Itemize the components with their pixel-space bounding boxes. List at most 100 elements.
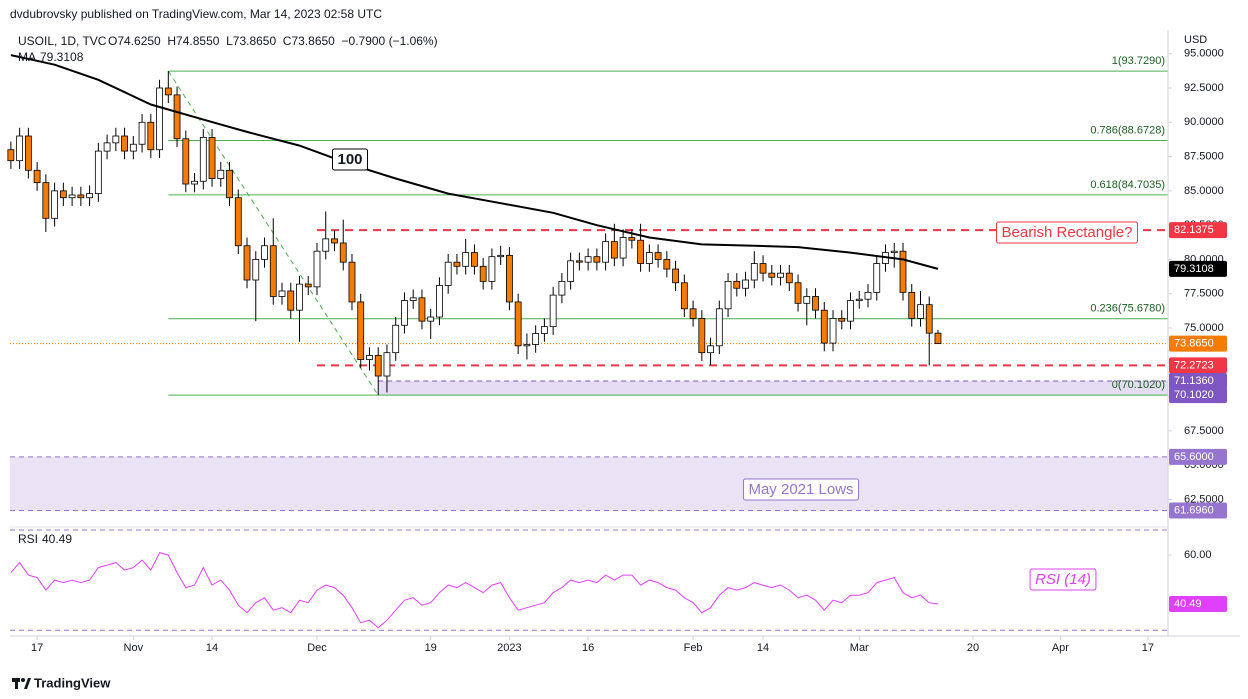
candle-body: [899, 250, 907, 293]
candle-body: [374, 355, 382, 377]
candle-body: [121, 135, 128, 152]
footer: TradingView: [34, 675, 111, 690]
zone-top-price-box: [1169, 372, 1227, 389]
rsi-price: 40.49: [1174, 598, 1202, 610]
fib-label: 0.618(84.7035): [1090, 179, 1165, 191]
candle-body: [803, 296, 811, 304]
candle-body: [890, 250, 898, 253]
candle-body: [628, 237, 636, 241]
candle-body: [558, 280, 566, 296]
candle-body: [829, 318, 837, 344]
candle-body: [488, 256, 496, 282]
candle-body: [129, 143, 137, 152]
candle-body: [497, 254, 505, 258]
candle-body: [51, 190, 59, 219]
candle-body: [654, 252, 662, 260]
fib-label: 1(93.7290): [1112, 55, 1165, 67]
rsi-legend-value: 40.49: [42, 532, 72, 546]
candle-body: [86, 193, 93, 199]
candle-body: [182, 138, 190, 185]
candle-body: [287, 290, 295, 311]
candle-body: [698, 318, 706, 354]
fib-label: 0.236(75.6780): [1090, 303, 1165, 315]
candle-body: [436, 285, 443, 318]
candle-body: [392, 324, 400, 354]
rectangle-price-box: [1169, 222, 1227, 239]
candle-body: [357, 301, 365, 360]
rectangle-price: 72.2723: [1174, 359, 1214, 371]
candle-body: [812, 296, 819, 311]
candle-body: [112, 135, 120, 144]
candle-body: [873, 263, 881, 293]
candle-body: [820, 309, 828, 344]
candle-body: [339, 242, 347, 263]
last-price: 73.8650: [1174, 337, 1214, 349]
candle-body: [252, 259, 260, 281]
candle-body: [759, 263, 767, 274]
candle-body: [42, 182, 50, 219]
y-tick-label: 75.0000: [1184, 322, 1224, 334]
y-tick-label: 95.0000: [1184, 48, 1224, 60]
symbol: USOIL, 1D, TVC: [18, 34, 107, 48]
candle-body: [234, 197, 242, 247]
candle-body: [164, 87, 172, 96]
x-tick-label: 16: [582, 642, 594, 654]
candle-body: [663, 259, 671, 270]
candle-body: [864, 291, 872, 300]
x-tick-label: 14: [206, 642, 218, 654]
candle-body: [103, 142, 111, 152]
zone-label-box: [742, 478, 860, 501]
candle-body: [917, 304, 924, 319]
logo-part: [21, 678, 25, 682]
x-tick-label: Nov: [124, 642, 144, 654]
candle-body: [199, 136, 207, 182]
rsi-tick-label: 60.00: [1184, 549, 1212, 561]
y-tick-label: 77.5000: [1184, 288, 1224, 300]
candle-body: [506, 254, 513, 303]
candle-body: [296, 283, 303, 311]
y-tick-label: 62.5000: [1184, 493, 1224, 505]
zone-bottom-price: 70.1020: [1174, 389, 1214, 401]
candle-body: [689, 308, 697, 319]
candle-body: [575, 260, 583, 263]
candle-body: [619, 237, 627, 259]
candle-body: [226, 169, 233, 199]
x-tick-label: 2023: [497, 642, 521, 654]
candle-body: [540, 326, 548, 334]
ma-legend-value: 79.3108: [40, 50, 84, 64]
zone-label: May 2021 Lows: [748, 481, 853, 498]
candle-body: [191, 180, 198, 185]
y-tick-label: 85.0000: [1184, 185, 1224, 197]
candle-body: [453, 261, 461, 267]
x-tick-label: 17: [31, 642, 43, 654]
x-tick-label: 14: [757, 642, 769, 654]
rectangle-price-box: [1169, 357, 1227, 374]
candle-body: [322, 238, 330, 252]
candle-body: [768, 272, 776, 278]
rectangle-label: Bearish Rectangle?: [1002, 224, 1133, 241]
candle-body: [383, 352, 391, 377]
candle-body: [94, 150, 102, 195]
candle-body: [24, 135, 32, 171]
candle-body: [847, 300, 854, 322]
x-tick-label: 19: [425, 642, 437, 654]
candle-body: [742, 279, 749, 289]
candle-body: [715, 308, 723, 347]
logo-part: [24, 678, 31, 689]
candle-body: [331, 238, 338, 244]
zone-top-price: 71.1360: [1174, 375, 1214, 387]
ma-price: 79.3108: [1174, 263, 1214, 275]
candle-body: [602, 241, 610, 263]
ma-line: [10, 54, 939, 270]
candle-body: [68, 194, 76, 199]
zone-top-price-box: [1169, 448, 1227, 465]
candle-body: [348, 261, 356, 303]
candle-body: [908, 291, 916, 319]
rsi-price-box: [1169, 595, 1227, 612]
candle-body: [33, 169, 41, 184]
candle-body: [593, 256, 601, 263]
candle-body: [777, 272, 784, 278]
candle-body: [313, 250, 321, 288]
y-tick-label: 67.5000: [1184, 425, 1224, 437]
ma-label: 100: [337, 151, 362, 168]
